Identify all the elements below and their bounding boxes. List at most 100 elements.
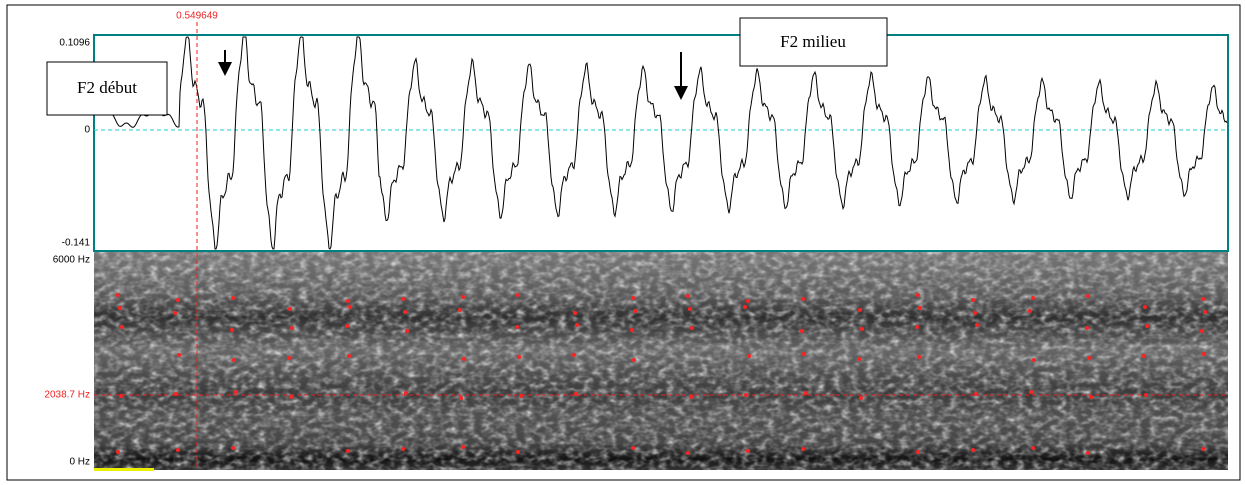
waveform <box>94 36 1228 250</box>
formant-point <box>348 305 352 309</box>
formant-point <box>401 297 405 301</box>
formant-point <box>1032 358 1036 362</box>
formant-point <box>116 450 120 454</box>
freq-max: 6000 Hz <box>53 255 90 266</box>
formant-point <box>573 311 577 315</box>
formant-point <box>800 329 804 333</box>
formant-point <box>458 308 462 312</box>
formant-point <box>971 448 975 452</box>
formant-point <box>176 298 180 302</box>
formant-point <box>401 447 405 451</box>
formant-point <box>1028 309 1032 313</box>
formant-point <box>802 352 806 356</box>
formant-point <box>230 328 234 332</box>
formant-point <box>915 325 919 329</box>
formant-point <box>916 293 920 297</box>
formant-point <box>1086 294 1090 298</box>
formant-point <box>1089 395 1093 399</box>
formant-point <box>686 294 690 298</box>
formant-point <box>801 447 805 451</box>
formant-point <box>404 391 408 395</box>
formant-point <box>575 323 579 327</box>
formant-point <box>405 329 409 333</box>
formant-point <box>916 450 920 454</box>
formant-point <box>289 395 293 399</box>
formant-point <box>918 306 922 310</box>
selection-marker <box>94 468 154 471</box>
formant-point <box>859 396 863 400</box>
formant-point <box>686 451 690 455</box>
formant-point <box>633 309 637 313</box>
formant-point <box>631 296 635 300</box>
formant-point <box>1031 296 1035 300</box>
formant-point <box>347 354 351 358</box>
formant-point <box>120 325 124 329</box>
formant-point <box>1029 390 1033 394</box>
formant-point <box>1201 447 1205 451</box>
formant-point <box>746 449 750 453</box>
formant-point <box>1202 352 1206 356</box>
formant-point <box>746 299 750 303</box>
formant-point <box>403 310 407 314</box>
formant-point <box>1031 446 1035 450</box>
formant-point <box>177 353 181 357</box>
formant-point <box>1142 354 1146 358</box>
formant-point <box>631 446 635 450</box>
annotation: F2 début <box>77 78 137 97</box>
formant-point <box>516 450 520 454</box>
formant-point <box>1085 326 1089 330</box>
formant-point <box>1143 305 1147 309</box>
formant-point <box>462 357 466 361</box>
formant-point <box>971 298 975 302</box>
formant-point <box>232 358 236 362</box>
formant-point <box>517 355 521 359</box>
formant-point <box>630 328 634 332</box>
formant-point <box>459 396 463 400</box>
spectrogram <box>94 252 1228 470</box>
formant-point <box>231 296 235 300</box>
waveform-panel <box>93 34 1229 252</box>
cursor-frequency: 2038.7 Hz <box>44 390 90 401</box>
formant-point <box>345 324 349 328</box>
formant-point <box>743 305 747 309</box>
formant-point <box>688 307 692 311</box>
annotation: F2 milieu <box>780 32 846 51</box>
formant-point <box>1203 310 1207 314</box>
formant-point <box>801 297 805 301</box>
formant-point <box>461 445 465 449</box>
frame <box>6 4 1241 481</box>
formant-point <box>1201 297 1205 301</box>
formant-point <box>1200 329 1204 333</box>
formant-point <box>689 395 693 399</box>
formant-point <box>516 293 520 297</box>
formant-point <box>975 323 979 327</box>
formant-point <box>917 355 921 359</box>
formant-point <box>346 299 350 303</box>
formant-point <box>747 354 751 358</box>
formant-point <box>461 295 465 299</box>
formant-point <box>173 311 177 315</box>
formant-point <box>118 306 122 310</box>
wave-max: 0.1096 <box>59 38 90 49</box>
formant-point <box>116 293 120 297</box>
formant-point <box>858 308 862 312</box>
formant-point <box>1145 324 1149 328</box>
formant-point <box>804 391 808 395</box>
arrow <box>674 52 688 100</box>
annotation-box <box>739 17 888 67</box>
wave-min: -0.141 <box>62 238 91 249</box>
formant-point <box>176 448 180 452</box>
formant-point <box>287 356 291 360</box>
wave-zero: 0 <box>84 125 90 136</box>
formant-point <box>860 327 864 331</box>
formant-point <box>572 353 576 357</box>
formant-point <box>690 326 694 330</box>
formant-point <box>1087 356 1091 360</box>
formant-point <box>857 357 861 361</box>
freq-min: 0 Hz <box>69 457 90 468</box>
annotation-box <box>46 61 168 116</box>
formant-point <box>346 449 350 453</box>
formant-point <box>234 390 238 394</box>
formant-point <box>288 307 292 311</box>
